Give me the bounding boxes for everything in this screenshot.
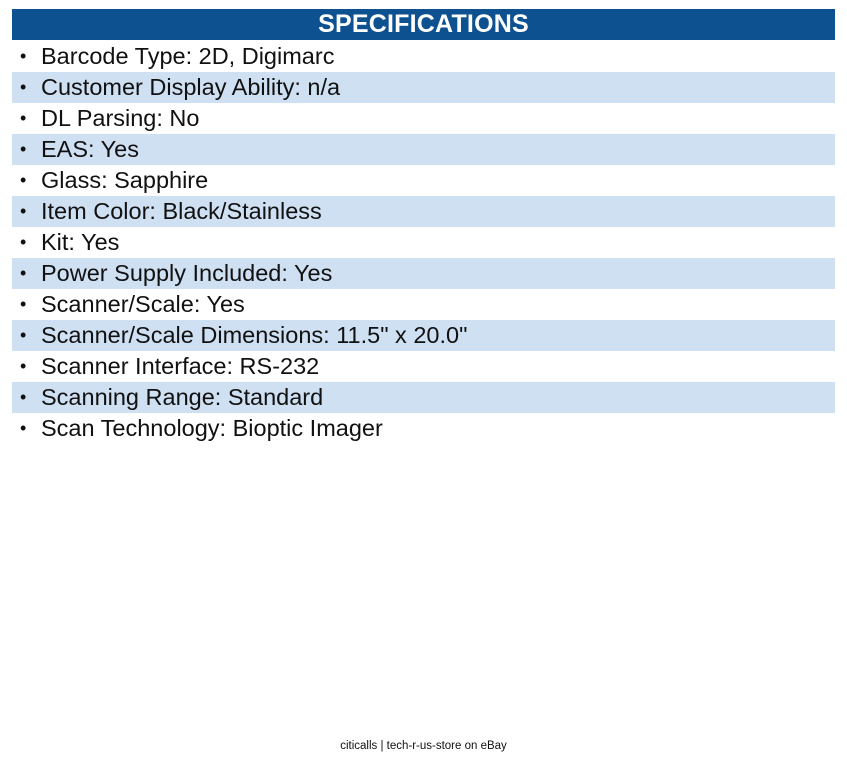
- spec-text: Kit: Yes: [41, 229, 120, 255]
- bullet: •: [20, 356, 27, 376]
- spec-row-glass: • Glass: Sapphire: [12, 165, 835, 196]
- bullet: •: [20, 418, 27, 438]
- bullet: •: [20, 294, 27, 314]
- spec-row-customer-display: • Customer Display Ability: n/a: [12, 72, 835, 103]
- bullet: •: [20, 232, 27, 252]
- spec-row-kit: • Kit: Yes: [12, 227, 835, 258]
- spec-text: Barcode Type: 2D, Digimarc: [41, 43, 335, 69]
- spec-text: Scanner/Scale Dimensions: 11.5" x 20.0": [41, 322, 468, 348]
- spec-row-barcode-type: • Barcode Type: 2D, Digimarc: [12, 41, 835, 72]
- bullet: •: [20, 139, 27, 159]
- specifications-header: SPECIFICATIONS: [12, 9, 835, 40]
- spec-text: Power Supply Included: Yes: [41, 260, 333, 286]
- spec-text: Glass: Sapphire: [41, 167, 209, 193]
- spec-row-eas: • EAS: Yes: [12, 134, 835, 165]
- spec-row-scanning-range: • Scanning Range: Standard: [12, 382, 835, 413]
- bullet: •: [20, 387, 27, 407]
- spec-row-scanner-scale-dimensions: • Scanner/Scale Dimensions: 11.5" x 20.0…: [12, 320, 835, 351]
- spec-row-power-supply: • Power Supply Included: Yes: [12, 258, 835, 289]
- spec-text: EAS: Yes: [41, 136, 139, 162]
- spec-row-scan-technology: • Scan Technology: Bioptic Imager: [12, 413, 835, 444]
- spec-text: Item Color: Black/Stainless: [41, 198, 322, 224]
- spec-text: Scan Technology: Bioptic Imager: [41, 415, 383, 441]
- bullet: •: [20, 201, 27, 221]
- spec-text: Customer Display Ability: n/a: [41, 74, 341, 100]
- spec-row-item-color: • Item Color: Black/Stainless: [12, 196, 835, 227]
- bullet: •: [20, 108, 27, 128]
- bullet: •: [20, 77, 27, 97]
- bullet: •: [20, 263, 27, 283]
- spec-list: • Barcode Type: 2D, Digimarc • Customer …: [12, 41, 835, 444]
- spec-row-scanner-scale: • Scanner/Scale: Yes: [12, 289, 835, 320]
- bullet: •: [20, 325, 27, 345]
- spec-text: Scanner Interface: RS-232: [41, 353, 320, 379]
- spec-row-dl-parsing: • DL Parsing: No: [12, 103, 835, 134]
- spec-text: Scanner/Scale: Yes: [41, 291, 245, 317]
- bullet: •: [20, 46, 27, 66]
- spec-row-scanner-interface: • Scanner Interface: RS-232: [12, 351, 835, 382]
- spec-text: DL Parsing: No: [41, 105, 200, 131]
- spec-text: Scanning Range: Standard: [41, 384, 324, 410]
- bullet: •: [20, 170, 27, 190]
- footer-credit: citicalls | tech-r-us-store on eBay: [340, 740, 507, 752]
